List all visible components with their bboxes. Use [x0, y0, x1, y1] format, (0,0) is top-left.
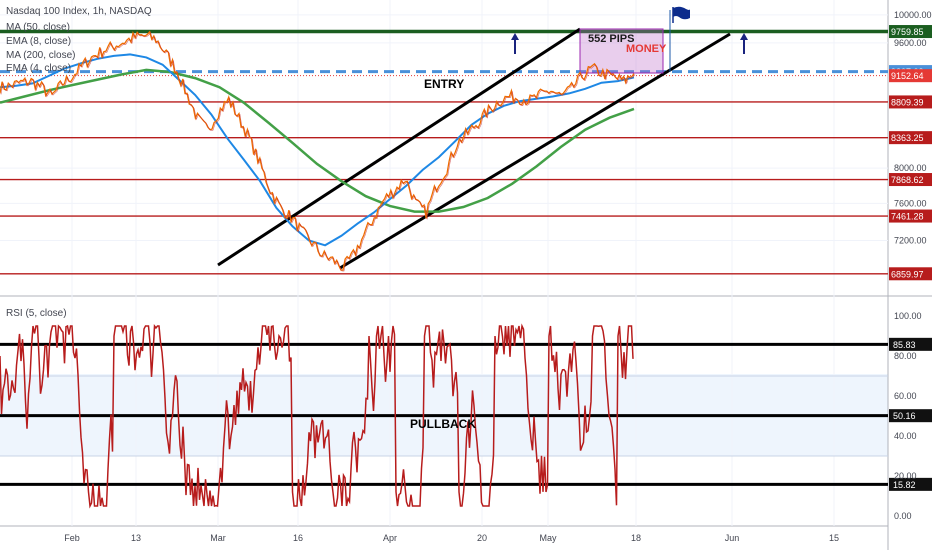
flag-icon	[673, 6, 690, 20]
time-tick-label: 20	[477, 533, 487, 543]
up-arrow-icon	[740, 33, 748, 40]
price-tick-label: 10000.00	[894, 10, 932, 20]
entry-label: ENTRY	[424, 77, 464, 91]
channel-upper-line	[217, 27, 581, 267]
legend-ema4[interactable]: EMA (4, close)	[6, 63, 71, 74]
rsi-tick-label: 80.00	[894, 351, 917, 361]
level-badge	[889, 25, 932, 39]
rsi-tick-label: 40.00	[894, 431, 917, 441]
rsi-series	[0, 323, 634, 509]
level-badge-label: 9152.64	[891, 71, 924, 81]
level-badge-label: 9759.85	[891, 27, 924, 37]
rsi-level-badge-label: 50.16	[893, 411, 916, 421]
grid-lines	[0, 0, 888, 526]
up-arrow-icon	[511, 33, 519, 40]
ema-line	[0, 32, 636, 272]
level-badge-label: 6859.97	[891, 269, 924, 279]
price-line	[0, 30, 635, 271]
level-badge-label: 7461.28	[891, 212, 924, 222]
price-tick-label: 7600.00	[894, 198, 927, 208]
time-tick-label: 16	[293, 533, 303, 543]
pullback-label: PULLBACK	[410, 417, 476, 431]
level-badge	[889, 69, 932, 83]
level-badge-label: 8809.39	[891, 97, 924, 107]
price-tick-label: 8000.00	[894, 163, 927, 173]
legend-ma200[interactable]: MA (200, close)	[6, 50, 75, 61]
time-tick-label: 18	[631, 533, 641, 543]
time-tick-label: Feb	[64, 533, 80, 543]
level-badge	[889, 95, 932, 109]
rsi-line	[0, 323, 634, 509]
time-tick-label: Mar	[210, 533, 226, 543]
price-tick-label: 9600.00	[894, 38, 927, 48]
level-badge-label: 8363.25	[891, 133, 924, 143]
rsi-level-badge	[889, 477, 932, 491]
money-box	[579, 28, 664, 74]
chart-drawings	[217, 6, 748, 270]
price-tick-label: 7200.00	[894, 236, 927, 246]
time-tick-label: Apr	[383, 533, 397, 543]
money-label: MONEY	[626, 43, 667, 55]
price-legend: Nasdaq 100 Index, 1h, NASDAQ MA (50, clo…	[6, 6, 152, 74]
rsi-tick-label: 100.00	[894, 311, 922, 321]
price-series	[0, 30, 636, 272]
time-tick-label: Jun	[725, 533, 740, 543]
rsi-title[interactable]: RSI (5, close)	[6, 308, 67, 319]
rsi-level-badge	[889, 409, 932, 423]
rsi-tick-label: 20.00	[894, 471, 917, 481]
time-tick-label: 15	[829, 533, 839, 543]
level-badge	[889, 267, 932, 281]
rsi-tick-label: 60.00	[894, 391, 917, 401]
level-badge	[889, 173, 932, 187]
rsi-tick-label: 0.00	[894, 511, 912, 521]
time-tick-label: May	[539, 533, 557, 543]
rsi-level-badge-label: 15.82	[893, 480, 916, 490]
ma200-line	[0, 68, 635, 213]
pips-label: 552 PIPS	[588, 33, 634, 45]
time-tick-label: 13	[131, 533, 141, 543]
chart-title: Nasdaq 100 Index, 1h, NASDAQ	[6, 6, 152, 17]
rsi-level-badge-label: 85.83	[893, 340, 916, 350]
price-pane[interactable]	[0, 0, 888, 296]
level-badge	[889, 209, 932, 223]
legend-ma50[interactable]: MA (50, close)	[6, 22, 70, 33]
level-badge-label: 7868.62	[891, 175, 924, 185]
level-badge	[889, 131, 932, 145]
channel-lower-line	[339, 32, 731, 270]
axis-labels: Feb 13 Mar 16 Apr 20 May 18 Jun 15 10000.00 9600.00…	[64, 10, 931, 543]
rsi-level-badge	[889, 337, 932, 351]
legend-ema8[interactable]: EMA (8, close)	[6, 36, 71, 47]
